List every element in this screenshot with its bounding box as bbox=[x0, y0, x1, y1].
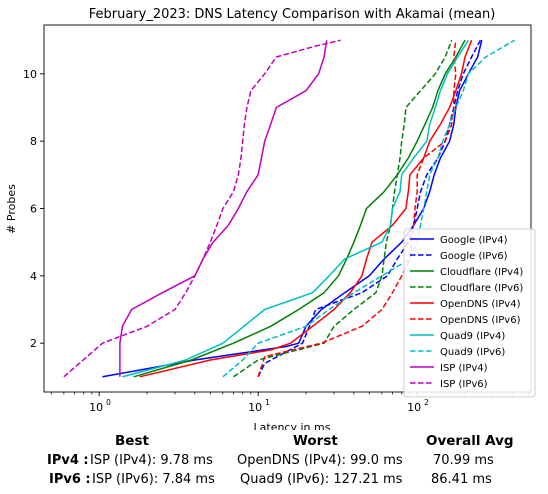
legend-label-1: Google (IPv6) bbox=[440, 251, 508, 262]
summary-row-label-ipv6: IPv6 : bbox=[49, 472, 91, 487]
chart-title: February_2023: DNS Latency Comparison wi… bbox=[89, 7, 496, 22]
summary-avg-ipv4: 70.99 ms bbox=[433, 453, 494, 468]
y-tick-label-4: 10 bbox=[23, 68, 37, 81]
legend-label-4: OpenDNS (IPv4) bbox=[440, 299, 521, 310]
series-line-opendns-ipv6 bbox=[257, 40, 457, 378]
legend-box bbox=[403, 228, 536, 398]
summary-header-best: Best bbox=[115, 433, 149, 449]
x-tick-exponent-0: 0 bbox=[106, 398, 111, 407]
summary-row-label-ipv4: IPv4 : bbox=[47, 453, 89, 468]
series-line-google-ipv6 bbox=[257, 39, 482, 378]
series-line-opendns-ipv4 bbox=[139, 39, 473, 378]
x-tick-label-0: 10 bbox=[89, 401, 103, 414]
summary-worst-ipv4: OpenDNS (IPv4): 99.0 ms bbox=[237, 453, 403, 468]
summary-table: Best Worst Overall Avg IPv4 : ISP (IPv4)… bbox=[0, 430, 548, 494]
latency-chart: February_2023: DNS Latency Comparison wi… bbox=[5, 7, 536, 430]
legend-label-9: ISP (IPv6) bbox=[440, 379, 488, 390]
summary-avg-ipv6: 86.41 ms bbox=[431, 472, 492, 487]
legend-label-2: Cloudflare (IPv4) bbox=[440, 267, 523, 278]
summary-header-avg: Overall Avg bbox=[426, 433, 514, 449]
series-line-isp-ipv4 bbox=[119, 40, 328, 377]
series-line-quad9-ipv4 bbox=[122, 39, 470, 378]
y-tick-label-0: 2 bbox=[30, 337, 37, 350]
summary-best-ipv4: ISP (IPv4): 9.78 ms bbox=[90, 453, 213, 468]
x-axis-label: Latency in ms bbox=[254, 421, 331, 430]
series-line-cloudflare-ipv4 bbox=[133, 39, 466, 378]
y-tick-label-2: 6 bbox=[30, 203, 37, 216]
x-tick-label-2: 10 bbox=[407, 401, 421, 414]
legend-label-3: Cloudflare (IPv6) bbox=[440, 283, 523, 294]
y-tick-label-1: 4 bbox=[30, 270, 37, 283]
summary-header-worst: Worst bbox=[293, 433, 338, 449]
series-line-isp-ipv6 bbox=[63, 39, 341, 378]
legend-label-5: OpenDNS (IPv6) bbox=[440, 315, 521, 326]
y-axis-label: # Probes bbox=[5, 184, 18, 234]
legend: Google (IPv4) Google (IPv6) Cloudflare (IP… bbox=[403, 228, 536, 398]
x-tick-exponent-1: 1 bbox=[265, 398, 270, 407]
series-line-quad9-ipv6 bbox=[222, 39, 515, 378]
series-layer bbox=[63, 39, 515, 378]
x-tick-exponent-2: 2 bbox=[424, 398, 429, 407]
summary-worst-ipv6: Quad9 (IPv6): 127.21 ms bbox=[240, 472, 403, 487]
summary-best-ipv6: ISP (IPv6): 7.84 ms bbox=[92, 472, 215, 487]
x-tick-label-1: 10 bbox=[248, 401, 262, 414]
legend-label-6: Quad9 (IPv4) bbox=[440, 331, 505, 342]
legend-label-8: ISP (IPv4) bbox=[440, 363, 488, 374]
plot-frame bbox=[43, 24, 532, 393]
legend-label-0: Google (IPv4) bbox=[440, 235, 508, 246]
legend-label-7: Quad9 (IPv6) bbox=[440, 347, 505, 358]
y-tick-label-3: 8 bbox=[30, 135, 37, 148]
